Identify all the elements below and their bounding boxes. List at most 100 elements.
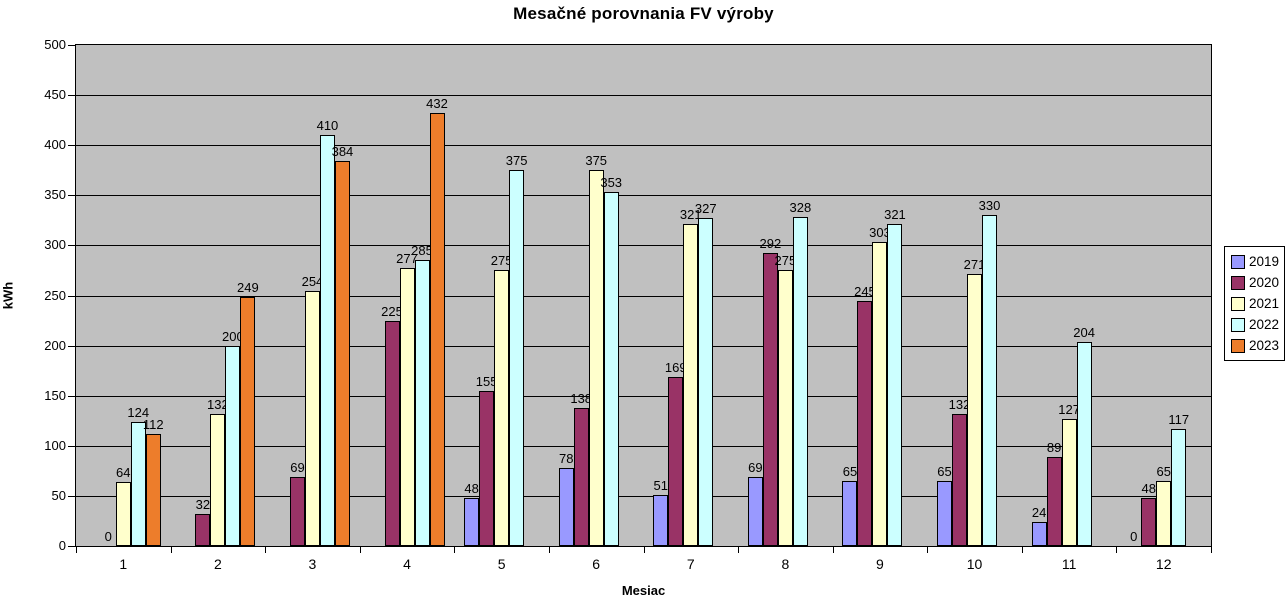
bar-2022-m6 xyxy=(603,192,619,546)
y-axis-tick xyxy=(68,495,75,497)
bar-value-label-2022-m9: 321 xyxy=(884,207,906,223)
y-axis-tick xyxy=(68,45,75,46)
x-tick-label-month-7: 7 xyxy=(686,556,695,572)
gridline-400 xyxy=(76,145,1211,147)
x-tick-label-month-2: 2 xyxy=(213,556,222,572)
y-tick-label: 150 xyxy=(44,387,66,403)
y-tick-label: 100 xyxy=(44,437,66,453)
y-axis-tick xyxy=(68,145,75,147)
y-tick-label: 0 xyxy=(58,538,66,553)
bar-2021-m12 xyxy=(1156,480,1172,546)
x-tick-label-month-11: 11 xyxy=(1061,556,1077,572)
x-axis-tick xyxy=(548,547,550,553)
x-tick-label-month-3: 3 xyxy=(308,556,317,572)
bar-2023-m2 xyxy=(240,296,256,546)
gridline-150 xyxy=(76,395,1211,397)
bar-value-label-2022-m5: 375 xyxy=(505,153,528,169)
bar-2019-m6 xyxy=(558,467,574,546)
bar-2022-m9 xyxy=(887,224,903,546)
x-axis-tick xyxy=(265,547,267,553)
bar-2022-m5 xyxy=(509,170,525,546)
bar-2022-m12 xyxy=(1171,428,1187,546)
bar-2021-m5 xyxy=(494,270,510,546)
bar-2023-m4 xyxy=(429,113,445,546)
y-axis-title: kWh xyxy=(0,281,16,310)
legend-swatch-2020 xyxy=(1231,275,1245,290)
y-axis-tick xyxy=(68,295,75,297)
y-axis-tick xyxy=(68,345,75,347)
bar-value-label-2021-m8: 275 xyxy=(774,253,797,269)
bar-value-label-2022-m2: 200 xyxy=(222,328,244,344)
bar-2022-m7 xyxy=(698,218,714,546)
bar-2020-m8 xyxy=(762,253,778,546)
x-tick-label-month-5: 5 xyxy=(497,556,506,572)
bar-value-label-2021-m6: 375 xyxy=(585,153,608,169)
bar-value-label-2023-m3: 384 xyxy=(331,144,354,160)
bar-2022-m2 xyxy=(225,345,241,546)
y-tick-label: 500 xyxy=(44,37,66,52)
bar-value-label-2020-m6: 138 xyxy=(570,390,593,406)
x-axis-tick xyxy=(927,547,929,553)
bar-2020-m9 xyxy=(857,300,873,546)
bar-2021-m2 xyxy=(210,413,226,546)
x-axis-tick xyxy=(359,547,361,553)
x-axis-tick xyxy=(1021,547,1023,553)
y-tick-label: 350 xyxy=(44,187,66,203)
bar-2019-m5 xyxy=(464,497,480,546)
bar-2023-m1 xyxy=(145,433,161,546)
bar-value-label-2022-m7: 327 xyxy=(694,201,717,217)
bar-value-label-2022-m11: 204 xyxy=(1073,324,1095,340)
bar-value-label-2020-m11: 89 xyxy=(1046,439,1062,455)
bar-value-label-2019-m7: 51 xyxy=(653,477,669,493)
x-axis-tick xyxy=(643,547,645,553)
bar-value-label-2022-m10: 330 xyxy=(978,198,1001,214)
bar-value-label-2019-m11: 24 xyxy=(1031,504,1047,520)
legend-swatch-2023 xyxy=(1231,338,1245,353)
bar-value-label-2022-m12: 117 xyxy=(1168,411,1190,427)
gridline-350 xyxy=(76,195,1211,197)
y-tick-label: 300 xyxy=(44,237,66,253)
bar-2020-m2 xyxy=(195,513,211,546)
x-tick-label-month-12: 12 xyxy=(1155,556,1172,572)
bar-value-label-2020-m7: 169 xyxy=(664,359,687,375)
legend-swatch-2021 xyxy=(1231,296,1245,311)
legend-swatch-2019 xyxy=(1231,254,1245,269)
bar-2022-m1 xyxy=(130,421,146,546)
legend-item-2020: 2020 xyxy=(1231,272,1279,293)
gridline-50 xyxy=(76,495,1211,497)
bar-value-label-2022-m8: 328 xyxy=(789,200,812,216)
y-axis-tick xyxy=(68,445,75,447)
gridline-100 xyxy=(76,445,1211,447)
legend-item-label: 2022 xyxy=(1249,316,1280,332)
bar-2020-m7 xyxy=(668,376,684,546)
bar-2022-m4 xyxy=(414,260,430,546)
bar-value-label-2020-m1: 0 xyxy=(104,529,112,544)
bar-2019-m9 xyxy=(842,480,858,546)
bar-value-label-2021-m11: 127 xyxy=(1058,401,1080,417)
bar-2019-m10 xyxy=(937,480,953,546)
legend-item-2022: 2022 xyxy=(1231,314,1279,335)
bar-2020-m3 xyxy=(289,476,305,546)
bar-value-label-2019-m6: 78 xyxy=(558,450,574,466)
bar-value-label-2020-m4: 225 xyxy=(381,303,403,319)
x-axis-tick xyxy=(738,547,740,553)
bar-value-label-2020-m9: 245 xyxy=(854,283,876,299)
bar-value-label-2019-m9: 65 xyxy=(842,463,858,479)
bar-2021-m9 xyxy=(872,242,888,546)
bar-value-label-2021-m10: 271 xyxy=(963,257,986,273)
bar-2021-m7 xyxy=(683,224,699,546)
x-tick-label-month-10: 10 xyxy=(966,556,983,572)
x-axis-tick xyxy=(1211,547,1212,553)
legend-item-label: 2023 xyxy=(1249,337,1280,353)
y-tick-label: 50 xyxy=(51,487,66,503)
gridline-300 xyxy=(76,245,1211,247)
y-tick-label: 200 xyxy=(44,337,66,353)
bar-2020-m6 xyxy=(573,407,589,546)
bar-2021-m11 xyxy=(1061,418,1077,546)
bar-value-label-2022-m1: 124 xyxy=(127,404,150,420)
legend: 2019 2020 2021 2022 2023 xyxy=(1224,246,1286,361)
legend-item-2019: 2019 xyxy=(1231,251,1279,272)
y-axis-tick xyxy=(68,195,75,197)
bar-2020-m12 xyxy=(1141,497,1157,546)
